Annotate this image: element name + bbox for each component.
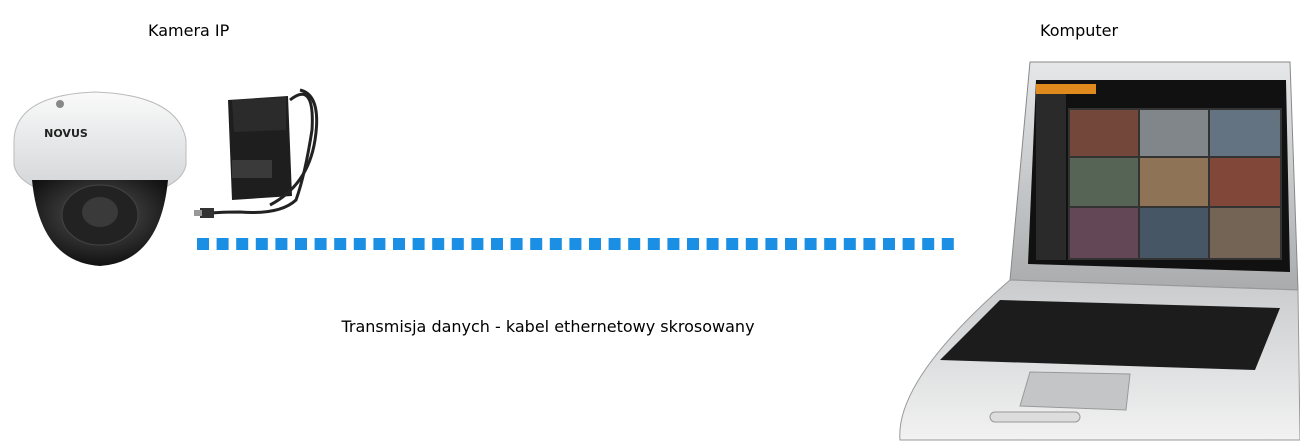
cable-dot bbox=[275, 238, 287, 250]
cable-dot bbox=[609, 238, 621, 250]
page: Kamera IP Komputer Transmisja danych - k… bbox=[0, 0, 1300, 446]
cable-dot bbox=[903, 238, 915, 250]
cable-dot bbox=[883, 238, 895, 250]
cable-dot bbox=[197, 238, 209, 250]
ethernet-cable bbox=[197, 238, 954, 250]
cable-dot bbox=[511, 238, 523, 250]
cable-dot bbox=[393, 238, 405, 250]
camera-label: Kamera IP bbox=[148, 21, 230, 40]
cable-dot bbox=[628, 238, 640, 250]
cable-dot bbox=[217, 238, 229, 250]
camera-brand: NOVUS bbox=[44, 127, 88, 140]
cable-dot bbox=[315, 238, 327, 250]
cable-dot bbox=[334, 238, 346, 250]
cable-dot bbox=[354, 238, 366, 250]
cable-dot bbox=[805, 238, 817, 250]
cable-dot bbox=[452, 238, 464, 250]
power-adapter bbox=[194, 90, 317, 218]
cable-dot bbox=[824, 238, 836, 250]
cable-dot bbox=[667, 238, 679, 250]
cable-dot bbox=[589, 238, 601, 250]
cable-dot bbox=[746, 238, 758, 250]
diagram: Kamera IP Komputer Transmisja danych - k… bbox=[0, 0, 1300, 446]
cable-dot bbox=[373, 238, 385, 250]
cable-dot bbox=[922, 238, 934, 250]
cable-dot bbox=[569, 238, 581, 250]
cable-dot bbox=[432, 238, 444, 250]
cable-dot bbox=[413, 238, 425, 250]
laptop bbox=[900, 62, 1300, 440]
cable-dot bbox=[491, 238, 503, 250]
cable-dot bbox=[687, 238, 699, 250]
cable-dot bbox=[550, 238, 562, 250]
cable-dot bbox=[648, 238, 660, 250]
connection-label: Transmisja danych - kabel ethernetowy sk… bbox=[340, 317, 754, 336]
cable-dot bbox=[530, 238, 542, 250]
cable-dot bbox=[256, 238, 268, 250]
cable-dot bbox=[765, 238, 777, 250]
cable-dot bbox=[785, 238, 797, 250]
cable-dot bbox=[707, 238, 719, 250]
cable-dot bbox=[863, 238, 875, 250]
cable-dot bbox=[844, 238, 856, 250]
cable-dot bbox=[942, 238, 954, 250]
ip-camera: NOVUS bbox=[14, 92, 186, 266]
computer-label: Komputer bbox=[1040, 21, 1118, 40]
cable-dot bbox=[471, 238, 483, 250]
cable-dot bbox=[295, 238, 307, 250]
cable-dot bbox=[726, 238, 738, 250]
cable-dot bbox=[236, 238, 248, 250]
